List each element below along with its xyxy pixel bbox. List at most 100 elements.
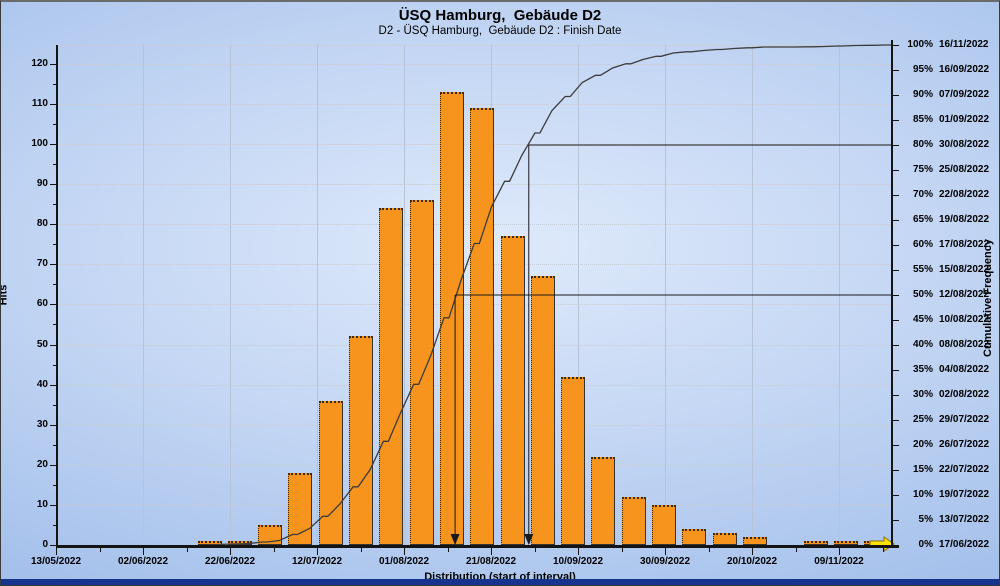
cumulative-date-label: 29/07/2022 [939, 414, 990, 425]
cumulative-axis-tick [893, 370, 899, 371]
x-tick-label: 02/06/2022 [117, 556, 169, 567]
x-tick-label: 13/05/2022 [30, 556, 82, 567]
cumulative-pct-label: 0% [918, 539, 933, 550]
cumulative-date-label: 16/09/2022 [939, 64, 990, 75]
histogram-bar [470, 107, 495, 545]
histogram-bar [409, 200, 434, 545]
chart-title: ÜSQ Hamburg, Gebäude D2 [398, 7, 602, 24]
cumulative-pct-label: 30% [912, 389, 933, 400]
hits-tick-label: 50 [36, 338, 48, 350]
hits-axis-tick [53, 123, 56, 125]
cumulative-date-label: 15/08/2022 [939, 264, 990, 275]
bottom-window-strip [1, 579, 999, 585]
x-axis-major-tick [230, 548, 231, 555]
cumulative-axis-tick [893, 320, 899, 321]
cumulative-pct-label: 65% [912, 214, 933, 225]
cumulative-pct-label: 5% [918, 514, 933, 525]
hits-tick-label: 40 [36, 378, 48, 390]
cumulative-axis-tick [893, 170, 899, 171]
hits-tick-label: 60 [36, 298, 48, 310]
cumulative-axis-tick [893, 520, 899, 521]
v-gridline [665, 45, 666, 545]
cumulative-pct-label: 60% [912, 239, 933, 250]
hits-tick-label: 30 [36, 418, 48, 430]
cumulative-axis-tick [893, 495, 899, 496]
v-gridline [230, 45, 231, 545]
histogram-bar [288, 472, 313, 545]
hits-axis-tick [53, 484, 56, 486]
histogram-bar [652, 504, 676, 545]
cumulative-pct-label: 35% [912, 364, 933, 375]
cumulative-date-label: 07/09/2022 [939, 89, 990, 100]
cumulative-date-label: 10/08/2022 [939, 314, 990, 325]
cumulative-date-label: 22/07/2022 [939, 464, 990, 475]
hits-axis-tick [53, 244, 56, 246]
cumulative-date-label: 19/07/2022 [939, 489, 990, 500]
x-tick-label: 12/07/2022 [291, 556, 343, 567]
hits-axis-tick [50, 384, 56, 386]
x-axis-major-tick [56, 548, 57, 555]
hits-axis-tick [50, 304, 56, 306]
x-tick-label: 10/09/2022 [552, 556, 604, 567]
cumulative-pct-label: 90% [912, 89, 933, 100]
cumulative-axis-tick [893, 195, 899, 196]
cumulative-date-label: 30/08/2022 [939, 139, 990, 150]
histogram-bar [439, 91, 464, 545]
cumulative-axis-tick [893, 445, 899, 446]
hits-axis-tick [50, 144, 56, 146]
cumulative-date-label: 12/08/2022 [939, 289, 990, 300]
histogram-bar [349, 336, 373, 545]
x-axis-minor-tick [708, 548, 710, 552]
cumulative-pct-label: 50% [912, 289, 933, 300]
hits-axis-tick [53, 164, 56, 166]
cumulative-axis-tick [893, 70, 899, 71]
hits-tick-label: 90 [36, 178, 48, 190]
x-axis-minor-tick [882, 548, 884, 552]
histogram-bar [500, 236, 525, 545]
cumulative-pct-label: 40% [912, 339, 933, 350]
hits-tick-label: 110 [31, 97, 48, 109]
cumulative-axis-tick [893, 145, 899, 146]
x-tick-label: 22/06/2022 [204, 556, 256, 567]
histogram-bar [621, 496, 646, 545]
hits-axis-tick [53, 524, 56, 526]
cumulative-pct-label: 10% [912, 489, 933, 500]
hits-axis-tick [50, 424, 56, 426]
v-gridline [752, 45, 753, 545]
hits-axis-tick [53, 284, 56, 286]
x-axis-major-tick [752, 548, 753, 555]
x-axis-major-tick [491, 548, 492, 555]
cumulative-date-label: 26/07/2022 [939, 439, 990, 450]
hits-axis-tick [50, 264, 56, 266]
cumulative-pct-label: 85% [912, 114, 933, 125]
cumulative-pct-label: 25% [912, 414, 933, 425]
cumulative-axis-tick [893, 545, 899, 546]
hits-tick-label: 120 [31, 57, 48, 69]
cumulative-date-label: 22/08/2022 [939, 189, 990, 200]
cumulative-date-label: 25/08/2022 [939, 164, 990, 175]
x-axis-minor-tick [360, 548, 362, 552]
cumulative-pct-label: 55% [912, 264, 933, 275]
cumulative-date-label: 13/07/2022 [939, 514, 990, 525]
x-axis-major-tick [143, 548, 144, 555]
cumulative-axis-tick [893, 470, 899, 471]
hits-axis-tick [50, 545, 56, 546]
hits-axis-title: Hits [0, 284, 10, 306]
hits-axis-tick [50, 184, 56, 186]
histogram-bar [682, 528, 707, 545]
cumulative-axis-tick [893, 295, 899, 296]
h-gridline-top [56, 45, 891, 46]
h-gridline [56, 103, 891, 105]
x-tick-label: 21/08/2022 [465, 556, 517, 567]
x-tick-label: 09/11/2022 [814, 556, 864, 567]
x-axis-line [56, 545, 899, 548]
right-axis-line [891, 40, 893, 547]
hits-tick-label: 0 [42, 539, 48, 550]
x-axis-major-tick [839, 548, 840, 555]
cumulative-pct-label: 100% [907, 39, 933, 50]
v-gridline [839, 45, 840, 545]
hits-axis-tick [53, 404, 56, 406]
hits-axis-tick [53, 324, 56, 326]
x-axis-major-tick [317, 548, 318, 555]
